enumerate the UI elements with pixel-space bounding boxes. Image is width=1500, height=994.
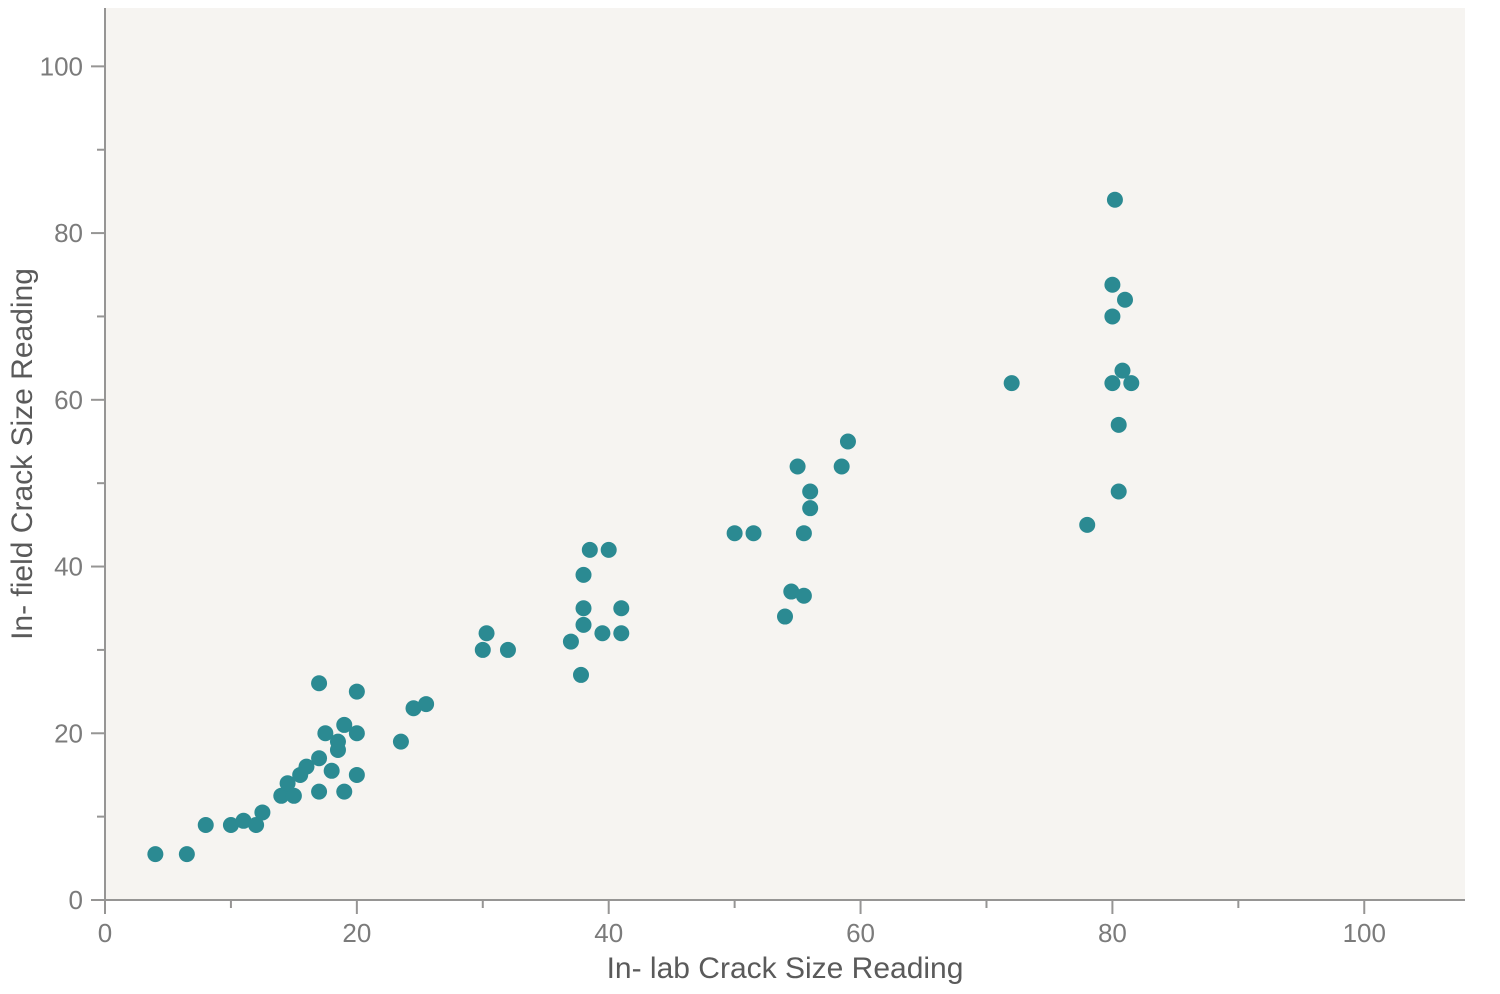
data-point	[179, 846, 195, 862]
y-tick-label: 40	[54, 552, 83, 582]
data-point	[349, 684, 365, 700]
x-tick-label: 100	[1343, 918, 1386, 948]
data-point	[840, 433, 856, 449]
x-tick-label: 20	[342, 918, 371, 948]
x-tick-label: 80	[1098, 918, 1127, 948]
data-point	[613, 600, 629, 616]
data-point	[802, 500, 818, 516]
data-point	[796, 588, 812, 604]
scatter-chart: 0 20 40 60 80 100 0 20 40 60 80 100 In- lab Crack Si…	[0, 0, 1500, 994]
data-point	[573, 667, 589, 683]
data-point	[576, 617, 592, 633]
y-tick-label: 60	[54, 385, 83, 415]
data-point	[324, 763, 340, 779]
data-point	[311, 750, 327, 766]
data-point	[1004, 375, 1020, 391]
data-point	[330, 734, 346, 750]
data-point	[311, 675, 327, 691]
data-point	[1079, 517, 1095, 533]
y-tick-label: 20	[54, 718, 83, 748]
chart-svg: 0 20 40 60 80 100 0 20 40 60 80 100 In- lab Crack Si…	[0, 0, 1500, 994]
data-point	[336, 784, 352, 800]
data-point	[613, 625, 629, 641]
data-point	[1111, 417, 1127, 433]
data-point	[1123, 375, 1139, 391]
y-tick-label: 80	[54, 218, 83, 248]
data-point	[479, 625, 495, 641]
data-point	[254, 804, 270, 820]
data-point	[834, 459, 850, 475]
data-point	[286, 788, 302, 804]
data-point	[1111, 484, 1127, 500]
x-tick-label: 60	[846, 918, 875, 948]
data-point	[790, 459, 806, 475]
data-point	[1104, 308, 1120, 324]
data-point	[1117, 292, 1133, 308]
data-point	[563, 634, 579, 650]
data-point	[500, 642, 516, 658]
data-point	[292, 767, 308, 783]
data-point	[727, 525, 743, 541]
data-point	[198, 817, 214, 833]
data-point	[576, 567, 592, 583]
x-tick-label: 0	[98, 918, 112, 948]
data-point	[746, 525, 762, 541]
data-point	[393, 734, 409, 750]
x-axis-title: In- lab Crack Size Reading	[607, 952, 964, 985]
y-axis-title: In- field Crack Size Reading	[6, 268, 39, 640]
y-tick-label: 0	[69, 885, 83, 915]
data-point	[796, 525, 812, 541]
data-point	[1107, 192, 1123, 208]
x-tick-label: 40	[594, 918, 623, 948]
data-point	[147, 846, 163, 862]
data-point	[1104, 375, 1120, 391]
data-point	[594, 625, 610, 641]
data-point	[349, 767, 365, 783]
y-tick-label: 100	[40, 51, 83, 81]
data-point	[349, 725, 365, 741]
data-point	[311, 784, 327, 800]
data-point	[1104, 277, 1120, 293]
data-point	[576, 600, 592, 616]
data-point	[802, 484, 818, 500]
data-point	[582, 542, 598, 558]
data-point	[777, 609, 793, 625]
data-point	[601, 542, 617, 558]
data-point	[418, 696, 434, 712]
data-point	[475, 642, 491, 658]
